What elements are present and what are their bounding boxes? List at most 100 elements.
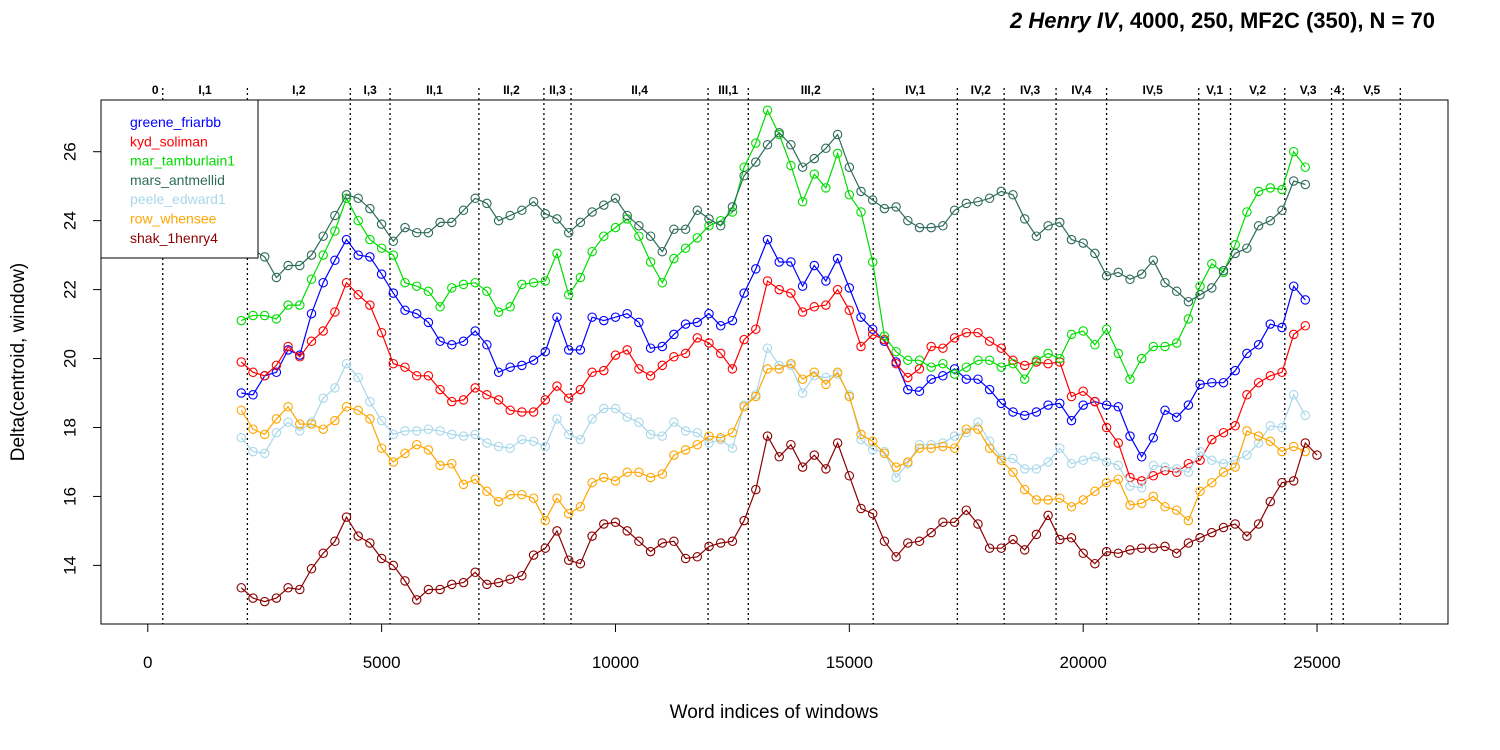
y-axis-title: Delta(centroid, window): [8, 263, 29, 462]
data-point: [797, 307, 808, 317]
data-point: [1055, 493, 1065, 503]
data-point: [458, 577, 469, 588]
data-point: [482, 438, 492, 448]
data-point: [259, 252, 270, 262]
data-point: [493, 215, 504, 226]
data-point: [236, 388, 247, 398]
scene-label: II,2: [503, 83, 520, 97]
data-point: [283, 260, 293, 271]
data-point: [271, 427, 282, 438]
data-point: [973, 196, 983, 207]
data-point: [1148, 491, 1159, 502]
data-point: [856, 341, 866, 352]
data-point: [610, 403, 621, 414]
data-point: [692, 317, 703, 328]
data-point: [1113, 348, 1124, 359]
data-point: [1218, 427, 1229, 438]
data-point: [704, 308, 714, 319]
data-point: [926, 222, 936, 233]
scene-boundaries: [162, 88, 1401, 624]
data-point: [353, 531, 363, 541]
data-point: [411, 227, 422, 238]
data-point: [353, 215, 363, 226]
data-point: [259, 448, 270, 459]
data-point: [330, 307, 340, 317]
data-point: [692, 333, 703, 343]
data-point: [376, 553, 387, 564]
data-point: [1055, 353, 1065, 364]
data-point: [1160, 465, 1170, 476]
data-point: [470, 383, 480, 393]
scene-label: V,2: [1249, 83, 1266, 97]
data-point: [762, 105, 773, 116]
data-point: [938, 221, 948, 231]
data-point: [938, 438, 948, 448]
data-point: [283, 341, 293, 352]
data-point: [984, 355, 995, 366]
data-point: [645, 472, 656, 483]
data-point: [680, 445, 691, 455]
data-point: [587, 477, 597, 488]
data-point: [341, 358, 352, 369]
data-point: [411, 371, 422, 381]
data-point: [680, 553, 691, 564]
data-point: [996, 186, 1007, 197]
data-point: [797, 462, 808, 472]
series-line: [240, 362, 1306, 522]
data-point: [1253, 431, 1264, 441]
data-point: [1066, 533, 1077, 543]
data-point: [1160, 541, 1170, 552]
data-point: [552, 248, 562, 259]
data-point: [634, 417, 644, 428]
data-point: [1125, 431, 1135, 441]
data-point: [634, 231, 644, 241]
data-point: [739, 402, 749, 412]
data-point: [1207, 283, 1217, 293]
data-point: [1031, 355, 1042, 366]
legend-entry: peele_edward1: [130, 191, 226, 207]
data-point: [786, 288, 796, 298]
data-point: [1195, 446, 1205, 457]
data-point: [1253, 438, 1264, 448]
data-point: [622, 308, 632, 319]
data-point: [400, 277, 410, 288]
data-point: [1113, 438, 1124, 448]
data-point: [984, 336, 995, 347]
data-point: [821, 464, 831, 474]
data-point: [1230, 519, 1240, 529]
data-point: [318, 326, 328, 336]
data-point: [1148, 433, 1159, 443]
data-point: [376, 219, 387, 229]
scene-label: II,3: [549, 83, 566, 97]
series-kyd_soliman: [236, 276, 1311, 486]
data-point: [353, 250, 363, 260]
data-point: [505, 362, 515, 372]
data-point: [1183, 515, 1194, 526]
data-point: [751, 264, 761, 274]
data-point: [973, 424, 983, 434]
data-point: [330, 226, 340, 236]
data-point: [1207, 477, 1217, 488]
data-point: [903, 372, 913, 383]
data-point: [318, 250, 328, 260]
data-point: [1171, 412, 1182, 422]
data-point: [248, 390, 258, 400]
legend-entry: greene_friarbb: [130, 114, 221, 130]
data-point: [727, 315, 738, 326]
data-point: [493, 395, 504, 405]
data-point: [891, 552, 901, 562]
data-point: [1125, 374, 1135, 384]
data-point: [938, 517, 948, 528]
data-point: [248, 367, 258, 378]
data-point: [727, 364, 738, 374]
data-point: [528, 355, 539, 366]
data-point: [1008, 534, 1018, 545]
x-tick-label: 0: [143, 653, 152, 672]
data-point: [727, 202, 738, 212]
data-point: [423, 584, 434, 595]
data-point: [879, 331, 890, 341]
data-point: [938, 343, 948, 353]
data-point: [423, 227, 434, 238]
data-point: [657, 360, 668, 371]
data-point: [856, 207, 866, 217]
